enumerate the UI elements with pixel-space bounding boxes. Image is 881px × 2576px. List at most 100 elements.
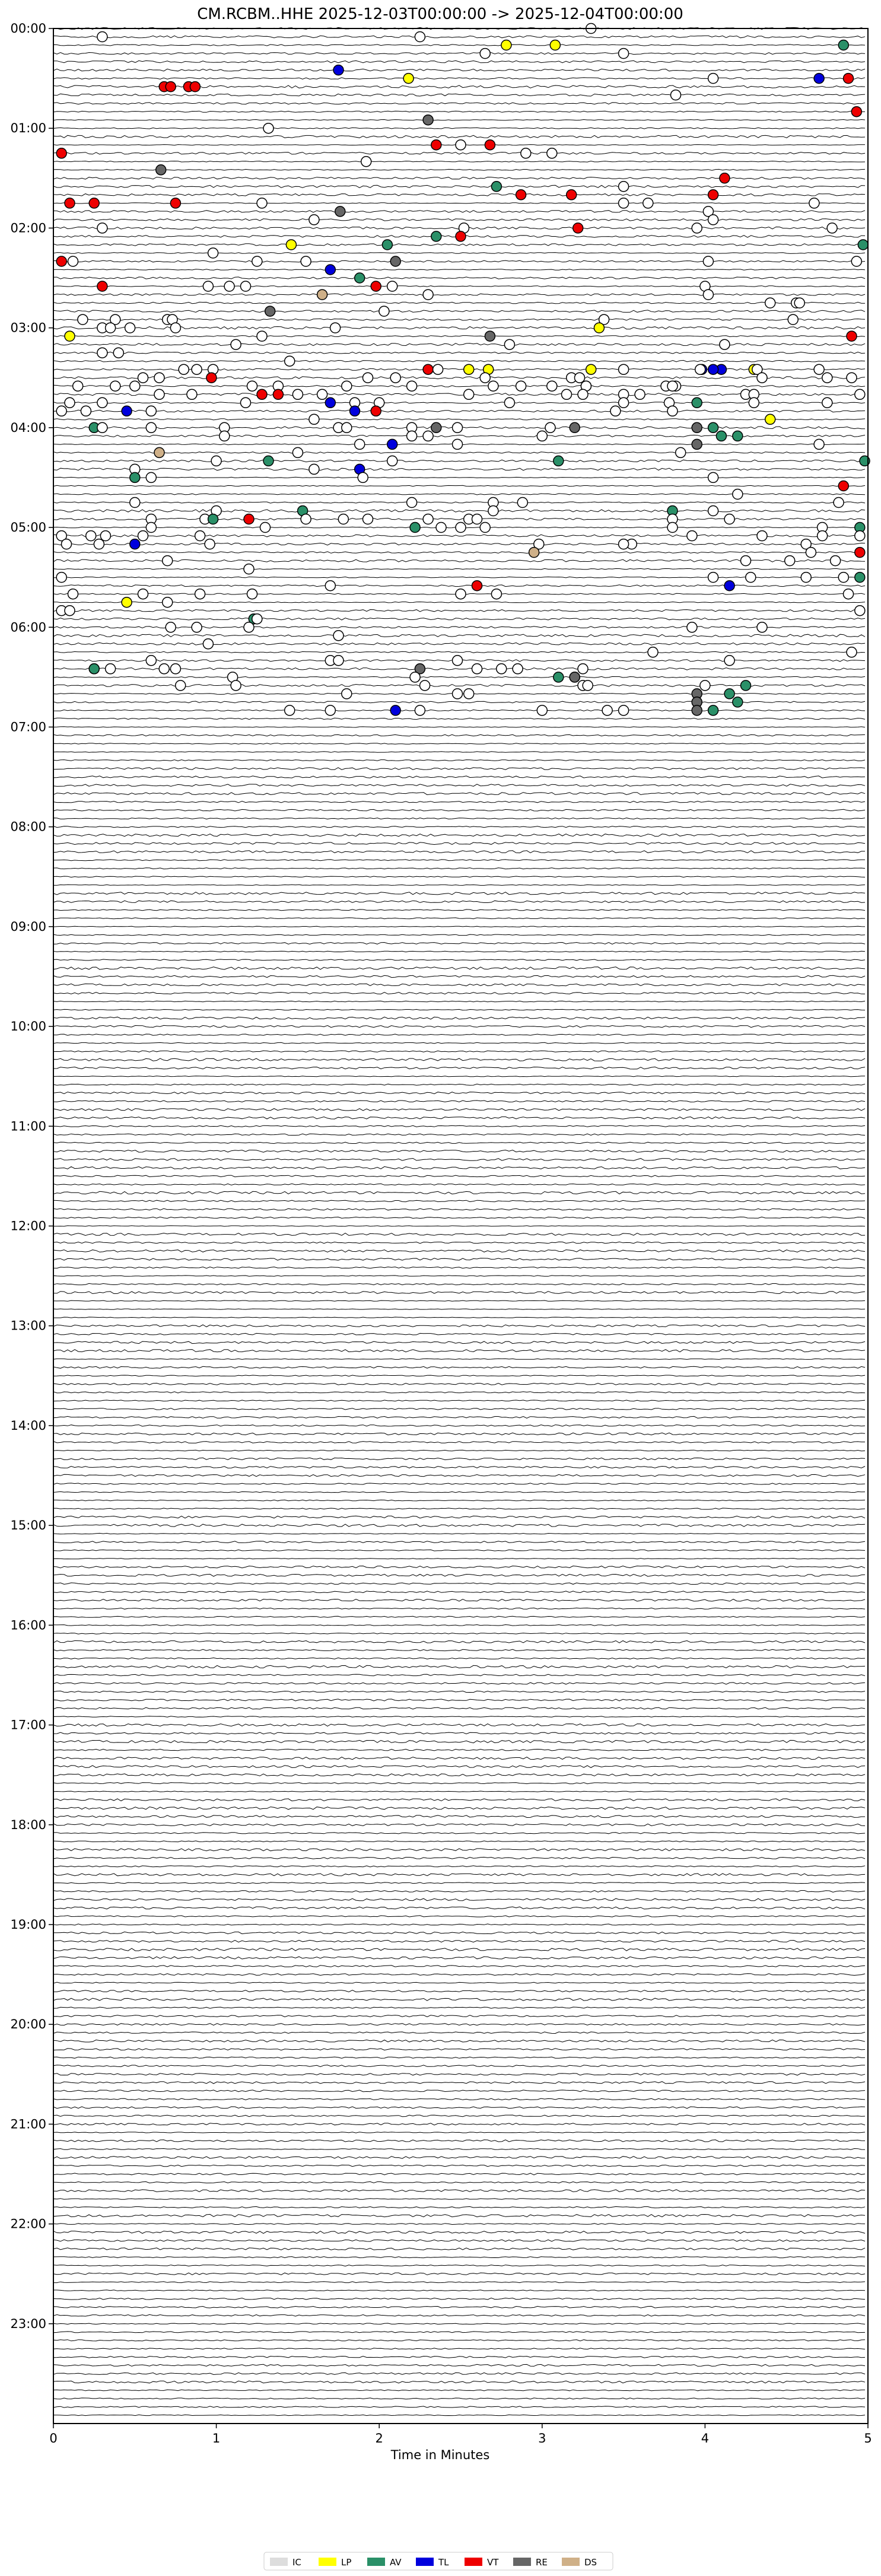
legend-label: LP — [341, 2557, 351, 2568]
event-marker — [618, 538, 629, 550]
trace-row — [53, 310, 866, 313]
event-marker — [422, 289, 434, 300]
event-marker — [403, 72, 414, 84]
event-marker — [362, 372, 374, 383]
trace-row — [53, 1748, 866, 1751]
trace-row — [53, 1499, 866, 1502]
event-marker — [246, 380, 258, 392]
event-marker — [97, 31, 108, 43]
trace-row — [53, 2289, 866, 2292]
x-tick-label: 2 — [376, 2431, 383, 2445]
trace-row — [53, 900, 866, 903]
trace-row — [53, 2223, 866, 2225]
trace-row — [53, 326, 866, 330]
trace-row — [53, 376, 866, 380]
event-marker — [451, 422, 463, 434]
event-marker — [80, 405, 92, 417]
event-marker — [854, 605, 866, 616]
event-marker — [724, 513, 735, 525]
event-marker — [154, 372, 165, 383]
trace-row — [53, 1848, 866, 1852]
trace-row — [53, 1973, 866, 1976]
event-marker — [752, 364, 763, 375]
y-tick-label: 18:00 — [10, 1818, 46, 1832]
event-marker — [794, 297, 805, 309]
event-marker — [252, 256, 263, 267]
trace-row — [53, 1316, 865, 1318]
y-tick-label: 06:00 — [10, 620, 46, 634]
trace-row — [53, 1690, 866, 1693]
trace-row — [53, 434, 866, 437]
trace-row — [53, 2256, 866, 2259]
event-marker — [381, 239, 393, 250]
event-marker — [390, 372, 401, 383]
event-marker — [174, 680, 186, 691]
event-marker — [100, 530, 112, 542]
event-marker — [207, 247, 219, 259]
trace-row — [53, 1341, 866, 1344]
event-marker — [170, 322, 182, 333]
trace-row — [53, 2348, 866, 2350]
event-marker — [85, 530, 97, 542]
event-marker — [667, 521, 678, 533]
trace-row — [53, 35, 866, 39]
trace-row — [53, 2239, 866, 2242]
event-marker — [435, 521, 447, 533]
legend-swatch — [465, 2558, 482, 2566]
trace-row — [53, 1707, 866, 1710]
event-marker — [686, 622, 698, 633]
trace-row — [53, 1649, 866, 1652]
event-marker — [501, 39, 512, 51]
event-marker — [829, 555, 841, 567]
trace-row — [53, 1108, 866, 1111]
trace-row — [53, 1640, 866, 1643]
event-marker — [243, 513, 255, 525]
trace-row — [53, 1133, 866, 1136]
trace-row — [53, 1923, 866, 1926]
trace-row — [53, 1416, 866, 1419]
trace-row — [53, 1515, 866, 1519]
trace-row — [53, 1798, 866, 1802]
trace-row — [53, 1249, 866, 1253]
event-marker — [549, 39, 561, 51]
trace-row — [53, 1116, 866, 1120]
trace-row — [53, 2031, 866, 2034]
trace-row — [53, 402, 866, 404]
event-marker — [191, 364, 202, 375]
event-marker — [259, 521, 271, 533]
event-marker — [634, 389, 645, 400]
trace-row — [53, 1200, 866, 1203]
event-marker — [707, 189, 719, 201]
trace-row — [53, 576, 866, 578]
event-marker — [553, 455, 564, 467]
trace-row — [53, 825, 866, 828]
event-marker — [230, 339, 241, 350]
event-marker — [284, 705, 295, 716]
event-marker — [569, 422, 580, 434]
event-marker — [854, 389, 866, 400]
trace-row — [53, 551, 866, 554]
trace-row — [53, 1241, 866, 1244]
trace-row — [53, 784, 866, 787]
trace-row — [53, 1832, 866, 1834]
event-marker — [816, 530, 828, 542]
event-marker — [667, 380, 678, 392]
event-marker — [536, 705, 548, 716]
event-marker — [670, 89, 682, 101]
trace-row — [53, 975, 866, 978]
event-marker — [515, 189, 527, 201]
trace-row — [53, 1058, 866, 1061]
event-marker — [67, 256, 79, 267]
event-marker — [546, 148, 558, 159]
event-marker — [809, 198, 820, 209]
trace-row — [53, 1840, 866, 1843]
event-marker — [354, 438, 365, 450]
trace-row — [53, 1890, 866, 1893]
event-marker — [686, 530, 698, 542]
trace-row — [53, 959, 866, 961]
event-marker — [691, 222, 702, 234]
y-tick-label: 23:00 — [10, 2317, 46, 2331]
trace-row — [53, 1773, 866, 1777]
event-marker — [165, 622, 176, 633]
